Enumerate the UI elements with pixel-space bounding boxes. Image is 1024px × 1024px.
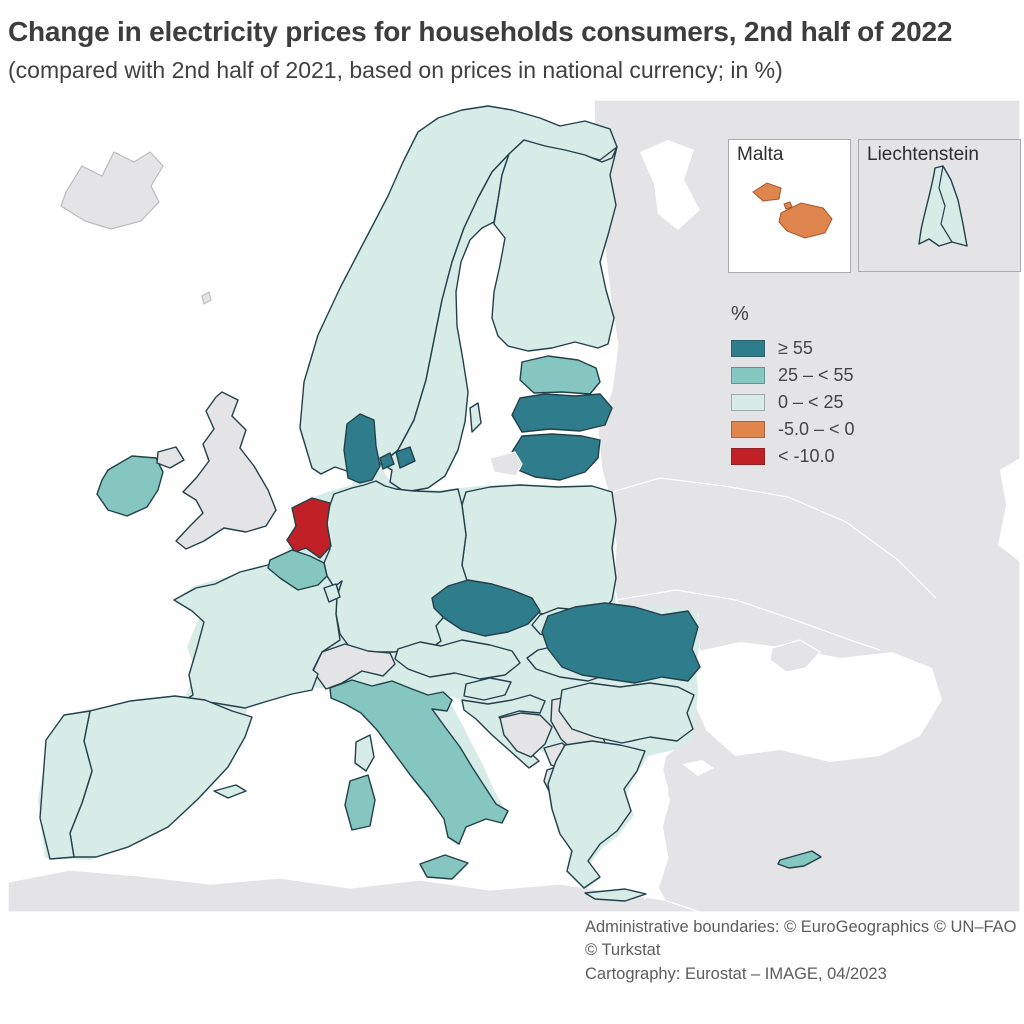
caspian-sea	[998, 458, 1020, 562]
legend-label-ge55: ≥ 55	[778, 338, 813, 358]
legend-swatch-neg5to0	[731, 421, 765, 438]
corsica-island	[354, 734, 375, 772]
malta-gozo-island	[752, 182, 782, 202]
country-bosnia	[499, 712, 553, 758]
liechtenstein-inset-map	[918, 165, 968, 247]
north-africa	[7, 869, 701, 913]
denmark-zealand-island	[395, 446, 416, 469]
crimea	[769, 639, 821, 673]
country-belgium	[267, 549, 328, 591]
malta-inset-map	[752, 182, 833, 239]
kaliningrad	[489, 451, 523, 477]
legend-swatch-0to25	[731, 394, 765, 411]
far-border-line-1	[611, 477, 937, 599]
country-finland	[491, 139, 618, 352]
malta-main-island	[778, 202, 833, 239]
map-header: Change in electricity prices for househo…	[8, 16, 1018, 84]
country-lithuania	[511, 433, 601, 481]
country-cyprus	[777, 850, 822, 869]
white-sea	[640, 140, 700, 230]
sicily-island	[419, 854, 469, 880]
sardinia-island	[344, 774, 376, 831]
country-switzerland	[312, 643, 396, 690]
black-sea	[692, 642, 942, 762]
far-border-line-2	[615, 589, 881, 651]
legend-row: 0 – < 25	[731, 392, 855, 413]
aegean-sea	[630, 748, 670, 900]
northern-ireland	[156, 446, 185, 469]
legend-row: -5.0 – < 0	[731, 419, 855, 440]
legend-swatch-ltneg10	[731, 448, 765, 465]
country-sweden	[381, 153, 510, 493]
country-netherlands	[286, 497, 332, 559]
legend-label-neg5to0: -5.0 – < 0	[778, 419, 855, 439]
legend-label-0to25: 0 – < 25	[778, 392, 844, 412]
country-romania	[541, 602, 701, 684]
legend-swatch-ge55	[731, 340, 765, 357]
inset-liechtenstein-label: Liechtenstein	[867, 144, 979, 165]
map-credits: Administrative boundaries: © EuroGeograp…	[585, 916, 1024, 986]
page-title: Change in electricity prices for househo…	[8, 16, 953, 47]
denmark-funen-island	[379, 452, 395, 470]
country-united-kingdom	[175, 391, 277, 550]
legend-label-ltneg10: < -10.0	[778, 446, 835, 466]
country-latvia	[511, 393, 613, 433]
legend-swatch-25to55	[731, 367, 765, 384]
legend-label-25to55: 25 – < 55	[778, 365, 854, 385]
country-denmark-jutland	[343, 413, 381, 484]
country-luxembourg	[323, 583, 341, 603]
gotland-island	[469, 402, 482, 433]
country-portugal	[39, 710, 93, 860]
country-bulgaria	[558, 682, 695, 744]
legend-row: < -10.0	[731, 446, 855, 467]
country-italy	[329, 679, 509, 845]
country-iceland	[60, 151, 164, 230]
inset-malta-label: Malta	[737, 144, 784, 165]
country-austria	[394, 639, 521, 680]
country-ireland	[96, 455, 164, 517]
country-spain	[69, 695, 253, 858]
faroe-islands	[201, 291, 212, 305]
marmara-sea	[682, 760, 714, 776]
map-legend: % ≥ 55 25 – < 55 0 – < 25 -5.0 – < 0 < -…	[731, 303, 855, 473]
legend-row: 25 – < 55	[731, 365, 855, 386]
liechtenstein-internal-border	[938, 165, 953, 243]
liechtenstein-shape	[918, 165, 968, 247]
credit-boundaries: Administrative boundaries: © EuroGeograp…	[585, 918, 1017, 960]
crete-island	[584, 888, 647, 902]
credit-cartography: Cartography: Eurostat – IMAGE, 04/2023	[585, 964, 887, 983]
inset-malta: Malta	[728, 139, 851, 273]
inset-liechtenstein: Liechtenstein	[858, 139, 1021, 272]
legend-row: ≥ 55	[731, 338, 855, 359]
legend-unit-label: %	[731, 303, 749, 325]
country-estonia	[519, 355, 601, 395]
balearic-islands	[213, 784, 247, 799]
country-czechia	[431, 579, 541, 637]
country-greece	[547, 740, 646, 889]
country-slovenia	[463, 677, 512, 701]
page-subtitle: (compared with 2nd half of 2021, based o…	[8, 57, 783, 84]
